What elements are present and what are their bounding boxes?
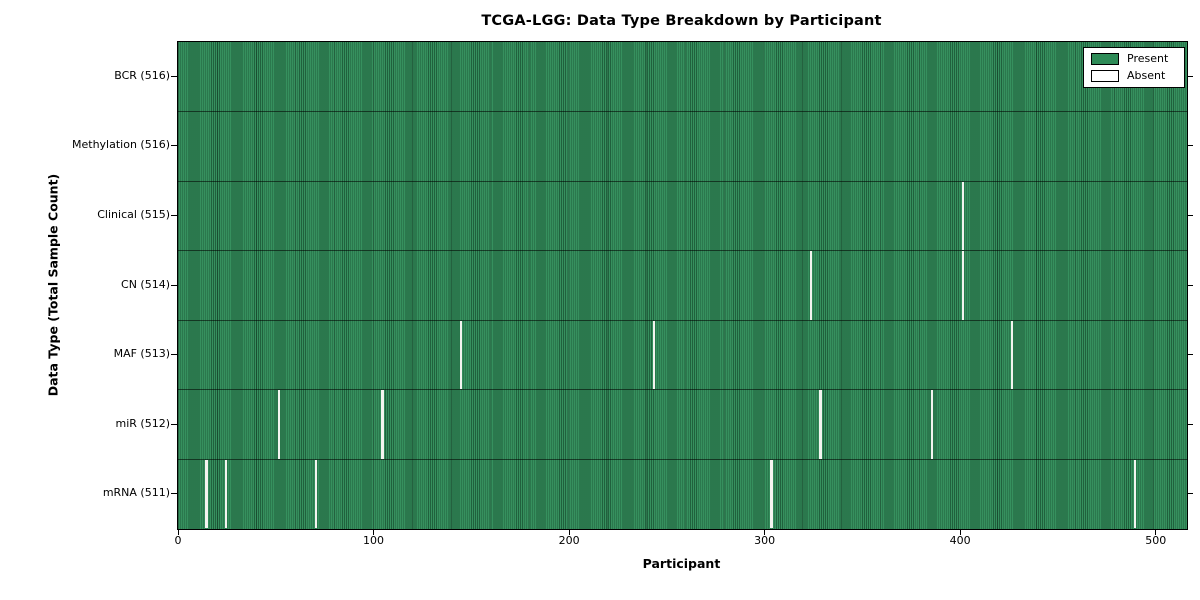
absent-cell [277, 390, 280, 459]
x-tick-mark [177, 530, 179, 535]
absent-cell [770, 459, 773, 529]
y-tick-mark-left [171, 354, 177, 356]
y-tick-mark-right [1187, 75, 1193, 77]
legend-entry-label: Present [1127, 52, 1169, 65]
absent-cell [653, 320, 656, 390]
absent-swatch [1091, 70, 1119, 82]
x-tick-label: 400 [949, 534, 971, 547]
absent-cell [224, 459, 228, 529]
y-tick-mark-right [1187, 284, 1193, 286]
y-tick-mark-left [171, 493, 177, 495]
y-tick-label: mRNA (511) [102, 486, 170, 500]
absent-cell [930, 390, 934, 459]
legend-entry: Absent [1091, 70, 1178, 82]
absent-cell [1134, 459, 1137, 529]
legend: Present Absent [1083, 47, 1185, 88]
row-boundary [178, 180, 1187, 182]
absent-cell [962, 251, 965, 320]
x-tick-label: 100 [363, 534, 385, 547]
x-tick-label: 300 [754, 534, 776, 547]
y-tick-mark-right [1187, 145, 1193, 147]
row-boundary [178, 111, 1187, 113]
row-boundary [178, 319, 1187, 321]
y-tick-label: MAF (513) [113, 347, 170, 361]
x-tick-mark [373, 530, 375, 535]
y-tick-mark-left [171, 145, 177, 147]
absent-cell [1011, 320, 1014, 390]
y-tick-label: CN (514) [121, 277, 170, 291]
absent-cell [819, 390, 822, 459]
legend-entry-label: Absent [1127, 69, 1166, 82]
y-tick-mark-right [1187, 493, 1193, 495]
y-tick-mark-right [1187, 423, 1193, 425]
y-tick-mark-right [1187, 214, 1193, 216]
chart-title: TCGA-LGG: Data Type Breakdown by Partici… [481, 13, 882, 29]
x-tick-mark [959, 530, 961, 535]
present-swatch [1091, 53, 1119, 65]
absent-cell [809, 251, 812, 320]
legend-entry: Present [1091, 53, 1178, 65]
y-tick-label: Clinical (515) [97, 207, 170, 221]
x-tick-mark [764, 530, 766, 535]
x-tick-mark [1155, 530, 1157, 535]
absent-cell [381, 390, 384, 459]
row-boundary [178, 250, 1187, 252]
x-tick-mark [568, 530, 570, 535]
row-boundary [178, 389, 1187, 391]
absent-cell [459, 320, 462, 390]
y-tick-label: Methylation (516) [72, 138, 170, 152]
absent-cell [205, 459, 208, 529]
x-tick-label: 500 [1145, 534, 1167, 547]
y-tick-mark-left [171, 214, 177, 216]
x-tick-label: 200 [558, 534, 580, 547]
y-tick-mark-left [171, 284, 177, 286]
plot-area [177, 41, 1188, 530]
absent-cell [962, 181, 965, 251]
y-tick-label: miR (512) [115, 416, 171, 430]
y-tick-mark-left [171, 75, 177, 77]
row-boundary [178, 458, 1187, 460]
x-tick-label: 0 [174, 534, 182, 547]
absent-cell [314, 459, 318, 529]
y-tick-mark-right [1187, 354, 1193, 356]
x-axis-label: Participant [642, 556, 721, 571]
y-tick-label: BCR (516) [114, 68, 170, 82]
y-tick-mark-left [171, 423, 177, 425]
